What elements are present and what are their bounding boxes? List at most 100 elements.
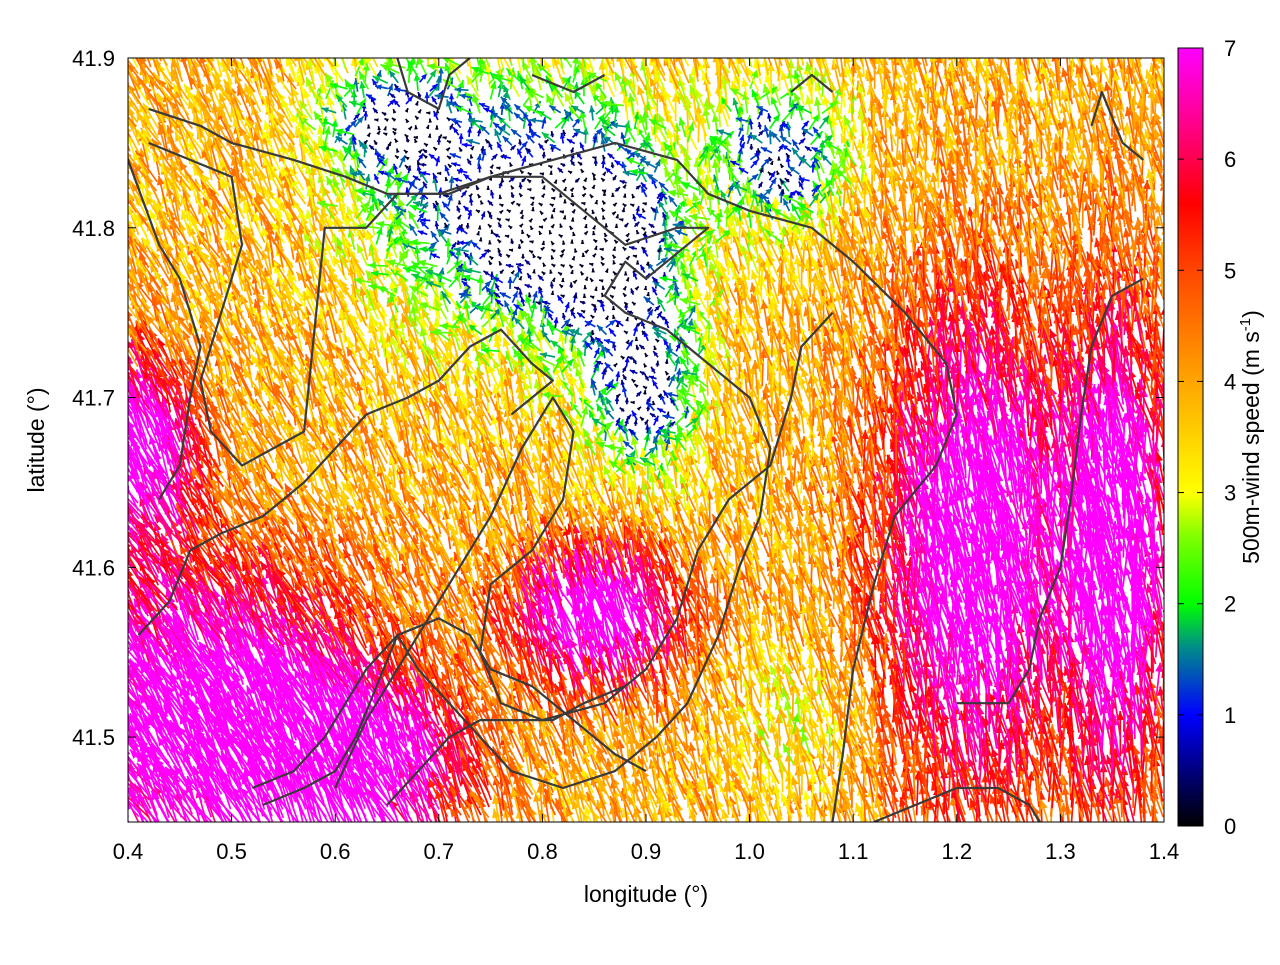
wind-vector [128,531,129,535]
wind-vector [95,615,116,664]
wind-vector [99,656,126,710]
wind-vector [98,577,120,625]
wind-vector [1104,777,1116,817]
wind-vector [83,810,116,841]
wind-vector [854,802,864,822]
wind-vector [93,466,127,503]
wind-vector [533,792,542,822]
wind-vector [96,787,120,825]
wind-vector [721,809,730,822]
wind-vector [128,687,130,693]
wind-vector [96,799,128,840]
wind-vector [100,594,119,632]
wind-vector [80,763,118,801]
wind-vector [94,459,116,502]
wind-vector [1164,435,1172,481]
wind-vector [97,671,116,726]
wind-vector [128,490,131,496]
wind-vector [128,538,129,540]
wind-vector [89,785,118,830]
wind-vector [84,516,118,548]
wind-vector [95,488,119,525]
wind-vector [103,592,126,627]
wind-vector [96,436,118,487]
wind-vector [128,719,131,726]
wind-vector [97,599,118,642]
wind-vector [89,492,116,531]
wind-vector [86,673,118,716]
wind-vector [1165,635,1174,686]
wind-vector [840,786,856,816]
wind-vector [128,820,130,822]
wind-vector [128,524,129,525]
wind-vector [95,618,117,657]
wind-vector-layer [80,58,1174,841]
wind-vector [1026,771,1035,816]
wind-vector [584,805,592,822]
wind-vector [1166,488,1174,541]
wind-vector [128,482,130,489]
wind-vector [128,803,140,818]
wind-vector [86,583,117,618]
wind-vector [100,439,120,494]
wind-vector [650,811,659,822]
wind-vector [627,795,644,822]
wind-vector [128,798,140,822]
wind-vector [1163,748,1164,750]
wind-vector [92,747,128,793]
wind-vector [554,797,568,822]
wind-vector [98,642,120,685]
wind-vector [780,792,793,818]
wind-vector [128,646,130,650]
wind-vector [1112,794,1122,822]
wind-vector [88,751,117,794]
wind-vector [86,638,119,681]
wind-vector [99,647,118,702]
wind-vector [87,602,127,640]
wind-vector [128,813,129,817]
wind-vector [1039,799,1049,822]
wind-vector [101,597,127,633]
wind-vector [715,798,728,822]
wind-vector [128,467,131,472]
wind-vector [99,776,116,817]
wind-vector [128,512,131,520]
wind-vector [757,798,771,822]
wind-vector [102,645,119,692]
wind-vector [1165,498,1174,548]
wind-vector [94,631,117,671]
wind-vector [492,794,501,822]
wind-vector [519,798,537,822]
wind-vector [91,765,117,810]
wind-vector [109,515,126,557]
wind-vector [109,578,127,619]
wind-vector [80,665,120,708]
wind-vector [97,504,117,542]
wind-vector [128,662,131,671]
wind-vector [94,434,118,482]
wind-vector [98,576,121,610]
wind-vector [128,659,130,663]
wind-vector [83,428,119,472]
wind-vector [128,805,131,810]
wind-vector [102,785,126,831]
wind-vector [128,475,131,481]
wind-vector [85,486,116,519]
wind-vector [765,783,774,816]
wind-vector [128,725,130,731]
wind-vector [128,797,130,801]
wind-vector [428,778,449,817]
wind-vector [510,787,521,818]
wind-vector [663,798,678,822]
wind-vector [128,546,129,549]
wind-vector [802,790,811,816]
wind-vector [128,798,149,822]
wind-vector [128,683,130,688]
wind-vector [81,747,115,786]
wind-vector [87,635,126,679]
wind-vector [128,653,130,657]
wind-vector [98,603,117,650]
wind-vector [101,523,119,558]
